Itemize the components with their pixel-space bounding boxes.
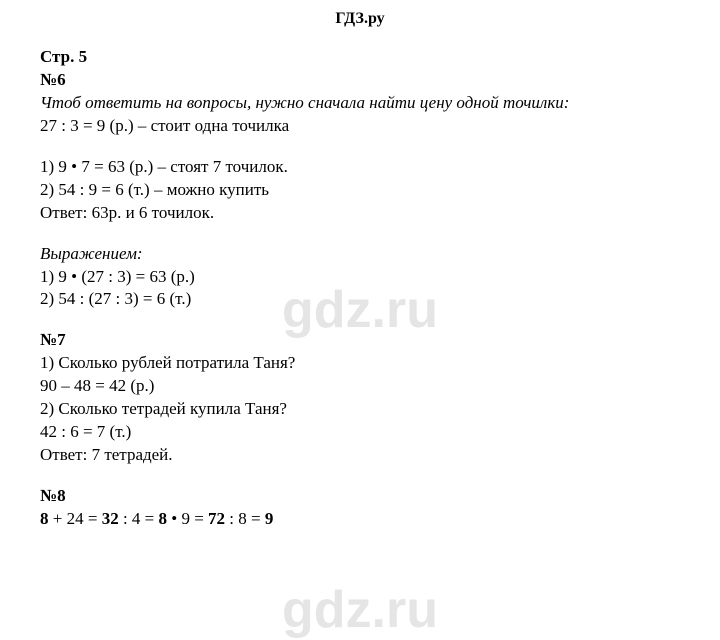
task8-p7: 72 bbox=[208, 509, 225, 528]
task8-p9: 9 bbox=[265, 509, 274, 528]
site-header: ГДЗ.ру bbox=[0, 0, 720, 28]
task6-intro: Чтоб ответить на вопросы, нужно сначала … bbox=[40, 92, 680, 115]
watermark: gdz.ru bbox=[282, 580, 438, 640]
task6-expr2: 2) 54 : (27 : 3) = 6 (т.) bbox=[40, 288, 680, 311]
task6-answer: Ответ: 63р. и 6 точилок. bbox=[40, 202, 680, 225]
task8-p3: 32 bbox=[102, 509, 119, 528]
task8-p6: • 9 = bbox=[167, 509, 208, 528]
task6-expr1: 1) 9 • (27 : 3) = 63 (р.) bbox=[40, 266, 680, 289]
task8-p4: : 4 = bbox=[119, 509, 159, 528]
task8-p5: 8 bbox=[159, 509, 168, 528]
task6-step2: 2) 54 : 9 = 6 (т.) – можно купить bbox=[40, 179, 680, 202]
task6-step1: 1) 9 • 7 = 63 (р.) – стоят 7 точилок. bbox=[40, 156, 680, 179]
task7-q2: 2) Сколько тетрадей купила Таня? bbox=[40, 398, 680, 421]
task6-step0: 27 : 3 = 9 (р.) – стоит одна точилка bbox=[40, 115, 680, 138]
task8-expression: 8 + 24 = 32 : 4 = 8 • 9 = 72 : 8 = 9 bbox=[40, 508, 680, 531]
task-number: №7 bbox=[40, 329, 680, 352]
task8-p8: : 8 = bbox=[225, 509, 265, 528]
task8-p1: 8 bbox=[40, 509, 49, 528]
task7-s2: 42 : 6 = 7 (т.) bbox=[40, 421, 680, 444]
task8-p2: + 24 = bbox=[49, 509, 102, 528]
page-content: Стр. 5 №6 Чтоб ответить на вопросы, нужн… bbox=[0, 28, 720, 531]
task7-s1: 90 – 48 = 42 (р.) bbox=[40, 375, 680, 398]
task-number: №8 bbox=[40, 485, 680, 508]
task6-expr-label: Выражением: bbox=[40, 243, 680, 266]
task-number: №6 bbox=[40, 69, 680, 92]
task7-q1: 1) Сколько рублей потратила Таня? bbox=[40, 352, 680, 375]
task7-answer: Ответ: 7 тетрадей. bbox=[40, 444, 680, 467]
page-ref: Стр. 5 bbox=[40, 46, 680, 69]
